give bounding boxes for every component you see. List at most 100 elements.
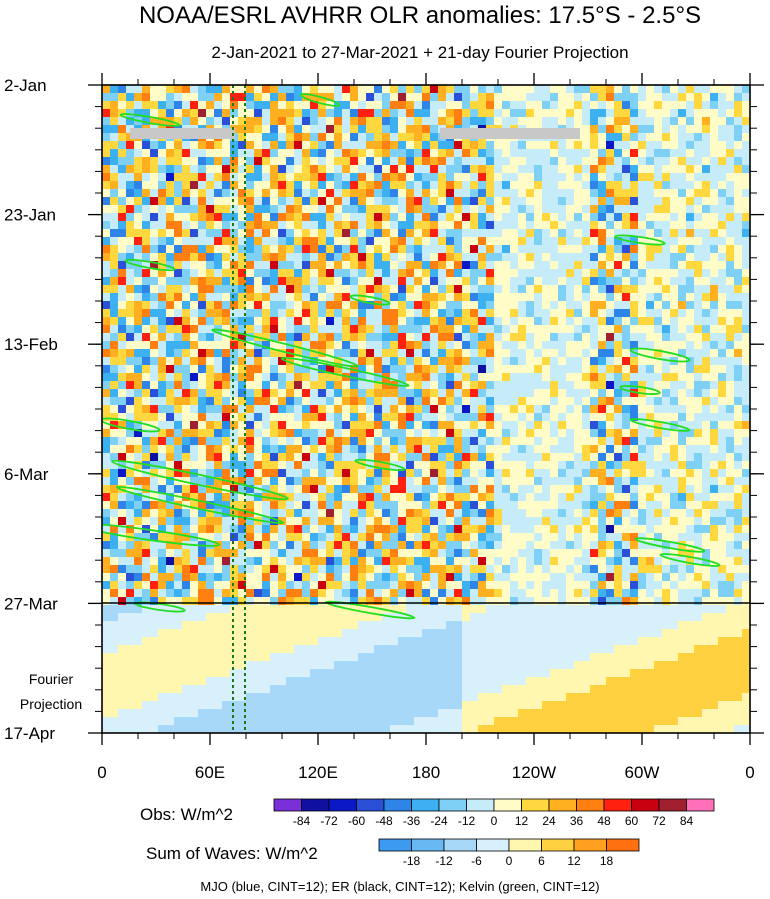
field-cell — [142, 205, 150, 213]
field-cell — [702, 165, 710, 173]
field-cell — [222, 557, 230, 565]
field-cell — [542, 445, 550, 453]
field-cell — [286, 333, 294, 341]
field-cell — [350, 157, 358, 165]
field-cell — [438, 517, 446, 525]
field-cell — [678, 269, 686, 277]
field-cell — [702, 549, 710, 557]
field-cell — [726, 549, 734, 557]
field-cell — [142, 197, 150, 205]
field-cell — [686, 525, 694, 533]
field-cell — [614, 517, 622, 525]
field-cell — [678, 165, 686, 173]
field-cell — [126, 485, 134, 493]
field-cell — [534, 173, 542, 181]
field-cell — [702, 565, 710, 573]
field-cell — [262, 133, 270, 141]
field-cell — [430, 333, 438, 341]
field-cell — [390, 573, 398, 581]
field-cell — [238, 469, 246, 477]
field-cell — [342, 261, 350, 269]
field-cell — [382, 541, 390, 549]
field-cell — [534, 357, 542, 365]
field-cell — [286, 261, 294, 269]
field-cell — [462, 373, 470, 381]
field-cell — [510, 493, 518, 501]
field-cell — [638, 197, 646, 205]
field-cell — [446, 253, 454, 261]
field-cell — [430, 405, 438, 413]
field-cell — [294, 365, 302, 373]
field-cell — [654, 165, 662, 173]
field-cell — [142, 213, 150, 221]
field-cell — [206, 573, 214, 581]
field-cell — [526, 245, 534, 253]
field-cell — [686, 501, 694, 509]
field-cell — [182, 309, 190, 317]
field-cell — [606, 309, 614, 317]
field-cell — [174, 509, 182, 517]
field-cell — [142, 541, 150, 549]
field-cell — [350, 389, 358, 397]
field-cell — [566, 285, 574, 293]
field-cell — [126, 477, 134, 485]
field-cell — [302, 413, 310, 421]
field-cell — [230, 565, 238, 573]
field-cell — [334, 285, 342, 293]
field-cell — [438, 445, 446, 453]
field-cell — [206, 357, 214, 365]
field-cell — [206, 333, 214, 341]
field-cell — [198, 413, 206, 421]
field-cell — [590, 341, 598, 349]
field-cell — [606, 229, 614, 237]
field-cell — [494, 157, 502, 165]
field-cell — [142, 85, 150, 93]
field-cell — [238, 405, 246, 413]
field-cell — [518, 509, 526, 517]
field-cell — [246, 373, 254, 381]
field-cell — [438, 157, 446, 165]
field-cell — [606, 245, 614, 253]
field-cell — [438, 365, 446, 373]
field-cell — [694, 253, 702, 261]
field-cell — [526, 477, 534, 485]
field-cell — [110, 101, 118, 109]
field-cell — [238, 285, 246, 293]
field-cell — [654, 517, 662, 525]
field-cell — [390, 149, 398, 157]
field-cell — [686, 101, 694, 109]
field-cell — [190, 349, 198, 357]
field-cell — [238, 565, 246, 573]
field-cell — [422, 277, 430, 285]
field-cell — [358, 421, 366, 429]
field-cell — [726, 533, 734, 541]
field-cell — [654, 253, 662, 261]
field-cell — [630, 485, 638, 493]
field-cell — [566, 229, 574, 237]
field-cell — [398, 117, 406, 125]
field-cell — [614, 437, 622, 445]
field-cell — [502, 405, 510, 413]
field-cell — [246, 453, 254, 461]
field-cell — [270, 293, 278, 301]
field-cell — [102, 293, 110, 301]
field-cell — [118, 117, 126, 125]
field-cell — [238, 389, 246, 397]
field-cell — [198, 381, 206, 389]
field-cell — [110, 173, 118, 181]
field-cell — [454, 277, 462, 285]
field-cell — [214, 453, 222, 461]
field-cell — [286, 157, 294, 165]
field-cell — [574, 277, 582, 285]
field-cell — [318, 301, 326, 309]
field-cell — [302, 501, 310, 509]
field-cell — [422, 333, 430, 341]
field-cell — [622, 533, 630, 541]
field-cell — [462, 557, 470, 565]
field-cell — [270, 557, 278, 565]
field-cell — [414, 493, 422, 501]
field-cell — [198, 85, 206, 93]
field-cell — [438, 261, 446, 269]
field-cell — [302, 341, 310, 349]
field-cell — [502, 429, 510, 437]
